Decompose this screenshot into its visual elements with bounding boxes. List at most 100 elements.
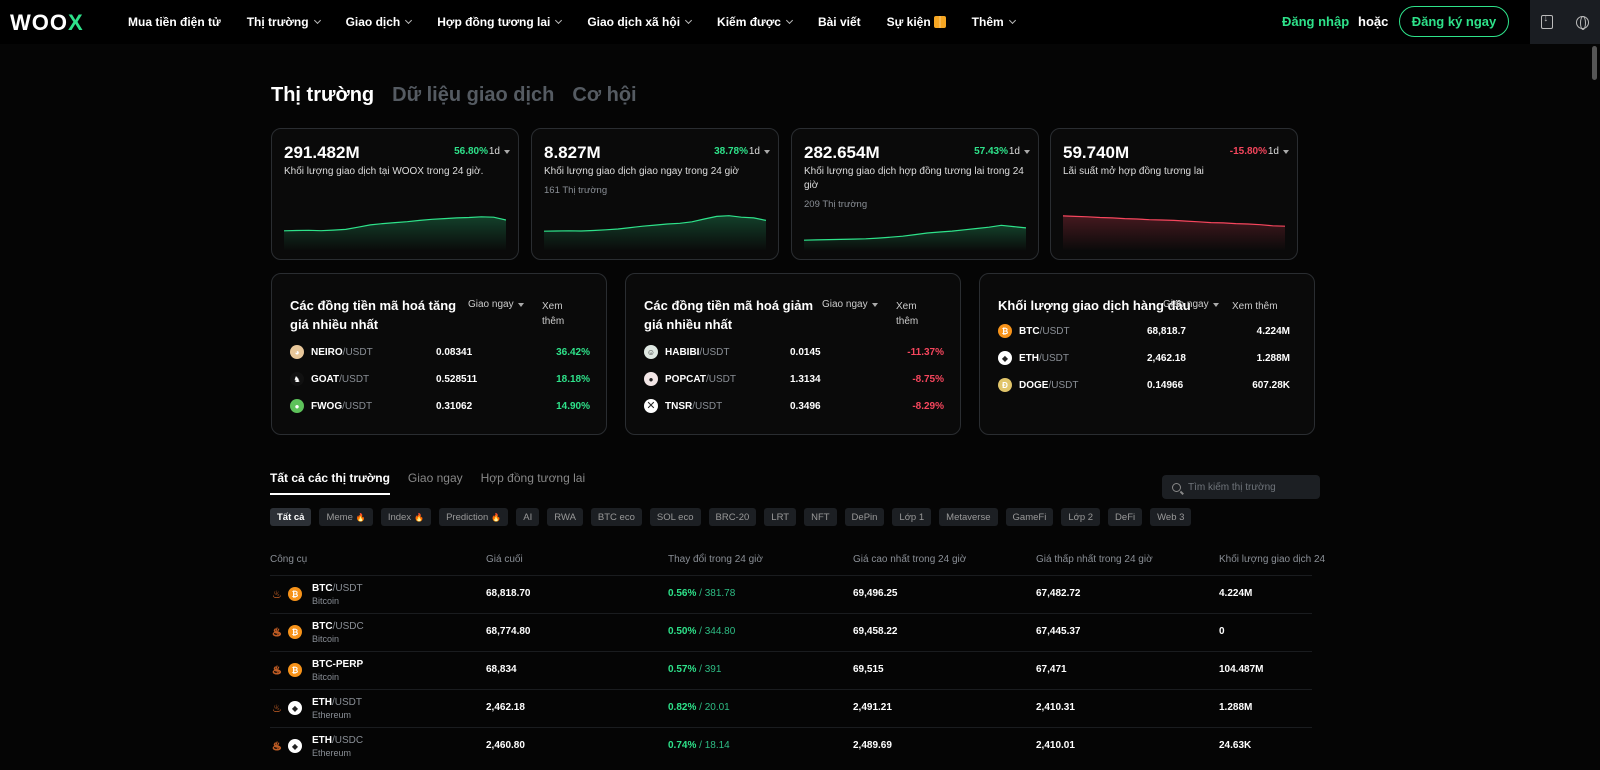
favorite-fire-icon[interactable]: ♨ <box>272 589 282 601</box>
base-symbol: BTC-PERP <box>312 659 364 670</box>
chip-meme[interactable]: Meme 🔥 <box>319 508 373 526</box>
stat-change: 57.43% <box>974 146 1008 157</box>
mover-row[interactable]: ₿ BTC/USDT 68,818.7 4.224M <box>998 321 1298 341</box>
nav-item-4[interactable]: Giao dịch xã hội <box>587 15 693 29</box>
col-low[interactable]: Giá thấp nhất trong 24 giờ <box>1036 554 1153 565</box>
nav-item-3[interactable]: Hợp đồng tương lai <box>437 15 563 29</box>
globe-icon[interactable] <box>1575 15 1589 30</box>
last-price: 0.0145 <box>790 346 821 358</box>
last-price: 0.14966 <box>1147 379 1184 391</box>
search-input[interactable] <box>1188 481 1313 493</box>
chip-gamefi[interactable]: GameFi <box>1005 508 1054 526</box>
nav-item-label: Bài viết <box>817 15 861 29</box>
market-type-select[interactable]: Giao ngay <box>1163 299 1219 310</box>
table-row[interactable]: ♨ ◆ ETH/USDC Ethereum 2,460.80 0.74% / 18.14 2… <box>270 727 1312 765</box>
chip-label: NFT <box>811 511 830 523</box>
see-more-link[interactable]: Xem thêm <box>896 301 919 327</box>
eth-icon: ◆ <box>998 351 1012 365</box>
mover-row[interactable]: ◕ NEIRO/USDT 0.08341 36.42% <box>290 342 590 362</box>
chip-brc-20[interactable]: BRC-20 <box>708 508 757 526</box>
nav-item-5[interactable]: Kiếm được <box>717 15 793 29</box>
chip-prediction[interactable]: Prediction 🔥 <box>439 508 509 526</box>
market-count: 161 Thị trường <box>544 185 608 196</box>
last-price: 2,460.80 <box>486 740 525 751</box>
chip-l-p-2[interactable]: Lớp 2 <box>1061 508 1101 526</box>
period-select[interactable]: 1d <box>1009 146 1030 157</box>
col-last-price[interactable]: Giá cuối <box>486 554 523 565</box>
nav-item-1[interactable]: Thị trường <box>247 15 321 29</box>
mover-row[interactable]: ● POPCAT/USDT 1.3134 -8.75% <box>644 369 944 389</box>
table-row[interactable]: ♨ ₿ BTC-PERP Bitcoin 68,834 0.57% / 391 69,515… <box>270 651 1312 689</box>
tab-futures[interactable]: Hợp đồng tương lai <box>480 471 586 485</box>
mover-row[interactable]: ♞ GOAT/USDT 0.528511 18.18% <box>290 369 590 389</box>
table-row[interactable]: ♨ ₿ BTC/USDC Bitcoin 68,774.80 0.50% / 344.80… <box>270 613 1312 651</box>
stat-change: 38.78% <box>714 146 748 157</box>
stat-card[interactable]: 282.654M 57.43% 1d Khối lượng giao dịch hợp… <box>791 128 1039 260</box>
chip-btc-eco[interactable]: BTC eco <box>590 508 642 526</box>
mover-row[interactable]: ● FWOG/USDT 0.31062 14.90% <box>290 396 590 416</box>
tab-spot[interactable]: Giao ngay <box>407 471 463 485</box>
table-row[interactable]: ♨ ₿ BTC/USDT Bitcoin 68,818.70 0.56% / 381.78… <box>270 575 1312 613</box>
nav-item-8[interactable]: Thêm <box>972 15 1016 29</box>
tab-trading-data[interactable]: Dữ liệu giao dịch <box>392 84 555 106</box>
col-volume[interactable]: Khối lượng giao dịch 24 <box>1219 554 1326 565</box>
pair-symbol: BTC/USDT <box>312 582 363 595</box>
stat-card[interactable]: 291.482M 56.80% 1d Khối lượng giao dịch tại… <box>271 128 519 260</box>
favorite-fire-icon[interactable]: ♨ <box>272 627 283 640</box>
stat-card[interactable]: 59.740M -15.80% 1d Lãi suất mở hợp đồng tươ… <box>1050 128 1298 260</box>
chip-t-t-c-[interactable]: Tất cả <box>270 508 312 526</box>
mover-row[interactable]: ◆ ETH/USDT 2,462.18 1.288M <box>998 348 1298 368</box>
change-absolute: 20.01 <box>704 702 730 713</box>
chip-rwa[interactable]: RWA <box>547 508 583 526</box>
nav-item-7[interactable]: Sự kiện <box>887 15 946 29</box>
favorite-fire-icon[interactable]: ♨ <box>272 703 282 715</box>
see-more-link[interactable]: Xem thêm <box>542 301 565 327</box>
chip-label: AI <box>523 511 533 523</box>
period-select[interactable]: 1d <box>749 146 770 157</box>
chip-web-3[interactable]: Web 3 <box>1150 508 1192 526</box>
col-instrument[interactable]: Công cụ <box>270 554 308 565</box>
chip-defi[interactable]: DeFi <box>1108 508 1143 526</box>
nav-item-6[interactable]: Bài viết <box>818 15 861 29</box>
chip-label: Index <box>387 511 412 523</box>
favorite-fire-icon[interactable]: ♨ <box>272 665 283 678</box>
table-row[interactable]: ♨ ◆ ETH/USDT Ethereum 2,462.18 0.82% / 20.01 2… <box>270 689 1312 727</box>
favorite-fire-icon[interactable]: ♨ <box>272 741 283 754</box>
nav-item-0[interactable]: Mua tiền điện tử <box>128 15 221 29</box>
volume-24h: 104.487M <box>1219 664 1264 675</box>
sparkline-line <box>1063 215 1285 227</box>
chip-ai[interactable]: AI <box>516 508 540 526</box>
period-select[interactable]: 1d <box>489 146 510 157</box>
search-icon <box>1172 482 1181 492</box>
woox-logo[interactable]: WOOX <box>10 10 84 35</box>
chip-metaverse[interactable]: Metaverse <box>939 508 998 526</box>
market-search[interactable] <box>1162 475 1320 499</box>
download-icon[interactable] <box>1541 13 1554 29</box>
col-change[interactable]: Thay đổi trong 24 giờ <box>668 554 763 565</box>
tab-opportunities[interactable]: Cơ hội <box>572 84 637 106</box>
market-type-select[interactable]: Giao ngay <box>468 299 524 310</box>
chip-lrt[interactable]: LRT <box>764 508 797 526</box>
stat-change: 56.80% <box>454 146 488 157</box>
sparkline-chart <box>804 224 1026 251</box>
signup-button[interactable]: Đăng ký ngay <box>1399 6 1509 37</box>
market-type-select[interactable]: Giao ngay <box>822 299 878 310</box>
page-scrollbar[interactable] <box>1592 46 1597 80</box>
tab-market[interactable]: Thị trường <box>271 84 375 106</box>
mover-row[interactable]: Ð DOGE/USDT 0.14966 607.28K <box>998 375 1298 395</box>
mover-row[interactable]: ⨉ TNSR/USDT 0.3496 -8.29% <box>644 396 944 416</box>
mover-row[interactable]: ☺ HABIBI/USDT 0.0145 -11.37% <box>644 342 944 362</box>
nav-item-2[interactable]: Giao dịch <box>346 15 413 29</box>
stat-card[interactable]: 8.827M 38.78% 1d Khối lượng giao dịch giao … <box>531 128 779 260</box>
col-high[interactable]: Giá cao nhất trong 24 giờ <box>853 554 967 565</box>
pair-symbol: ₿ BTC/USDT <box>998 324 1128 338</box>
see-more-link[interactable]: Xem thêm <box>1232 301 1278 312</box>
login-link[interactable]: Đăng nhập <box>1282 14 1350 29</box>
chip-sol-eco[interactable]: SOL eco <box>649 508 701 526</box>
chip-l-p-1[interactable]: Lớp 1 <box>892 508 932 526</box>
period-select[interactable]: 1d <box>1268 146 1289 157</box>
tab-all-markets[interactable]: Tất cả các thị trường <box>270 471 390 495</box>
chip-depin[interactable]: DePin <box>844 508 885 526</box>
chip-nft[interactable]: NFT <box>804 508 837 526</box>
chip-index[interactable]: Index 🔥 <box>380 508 432 526</box>
